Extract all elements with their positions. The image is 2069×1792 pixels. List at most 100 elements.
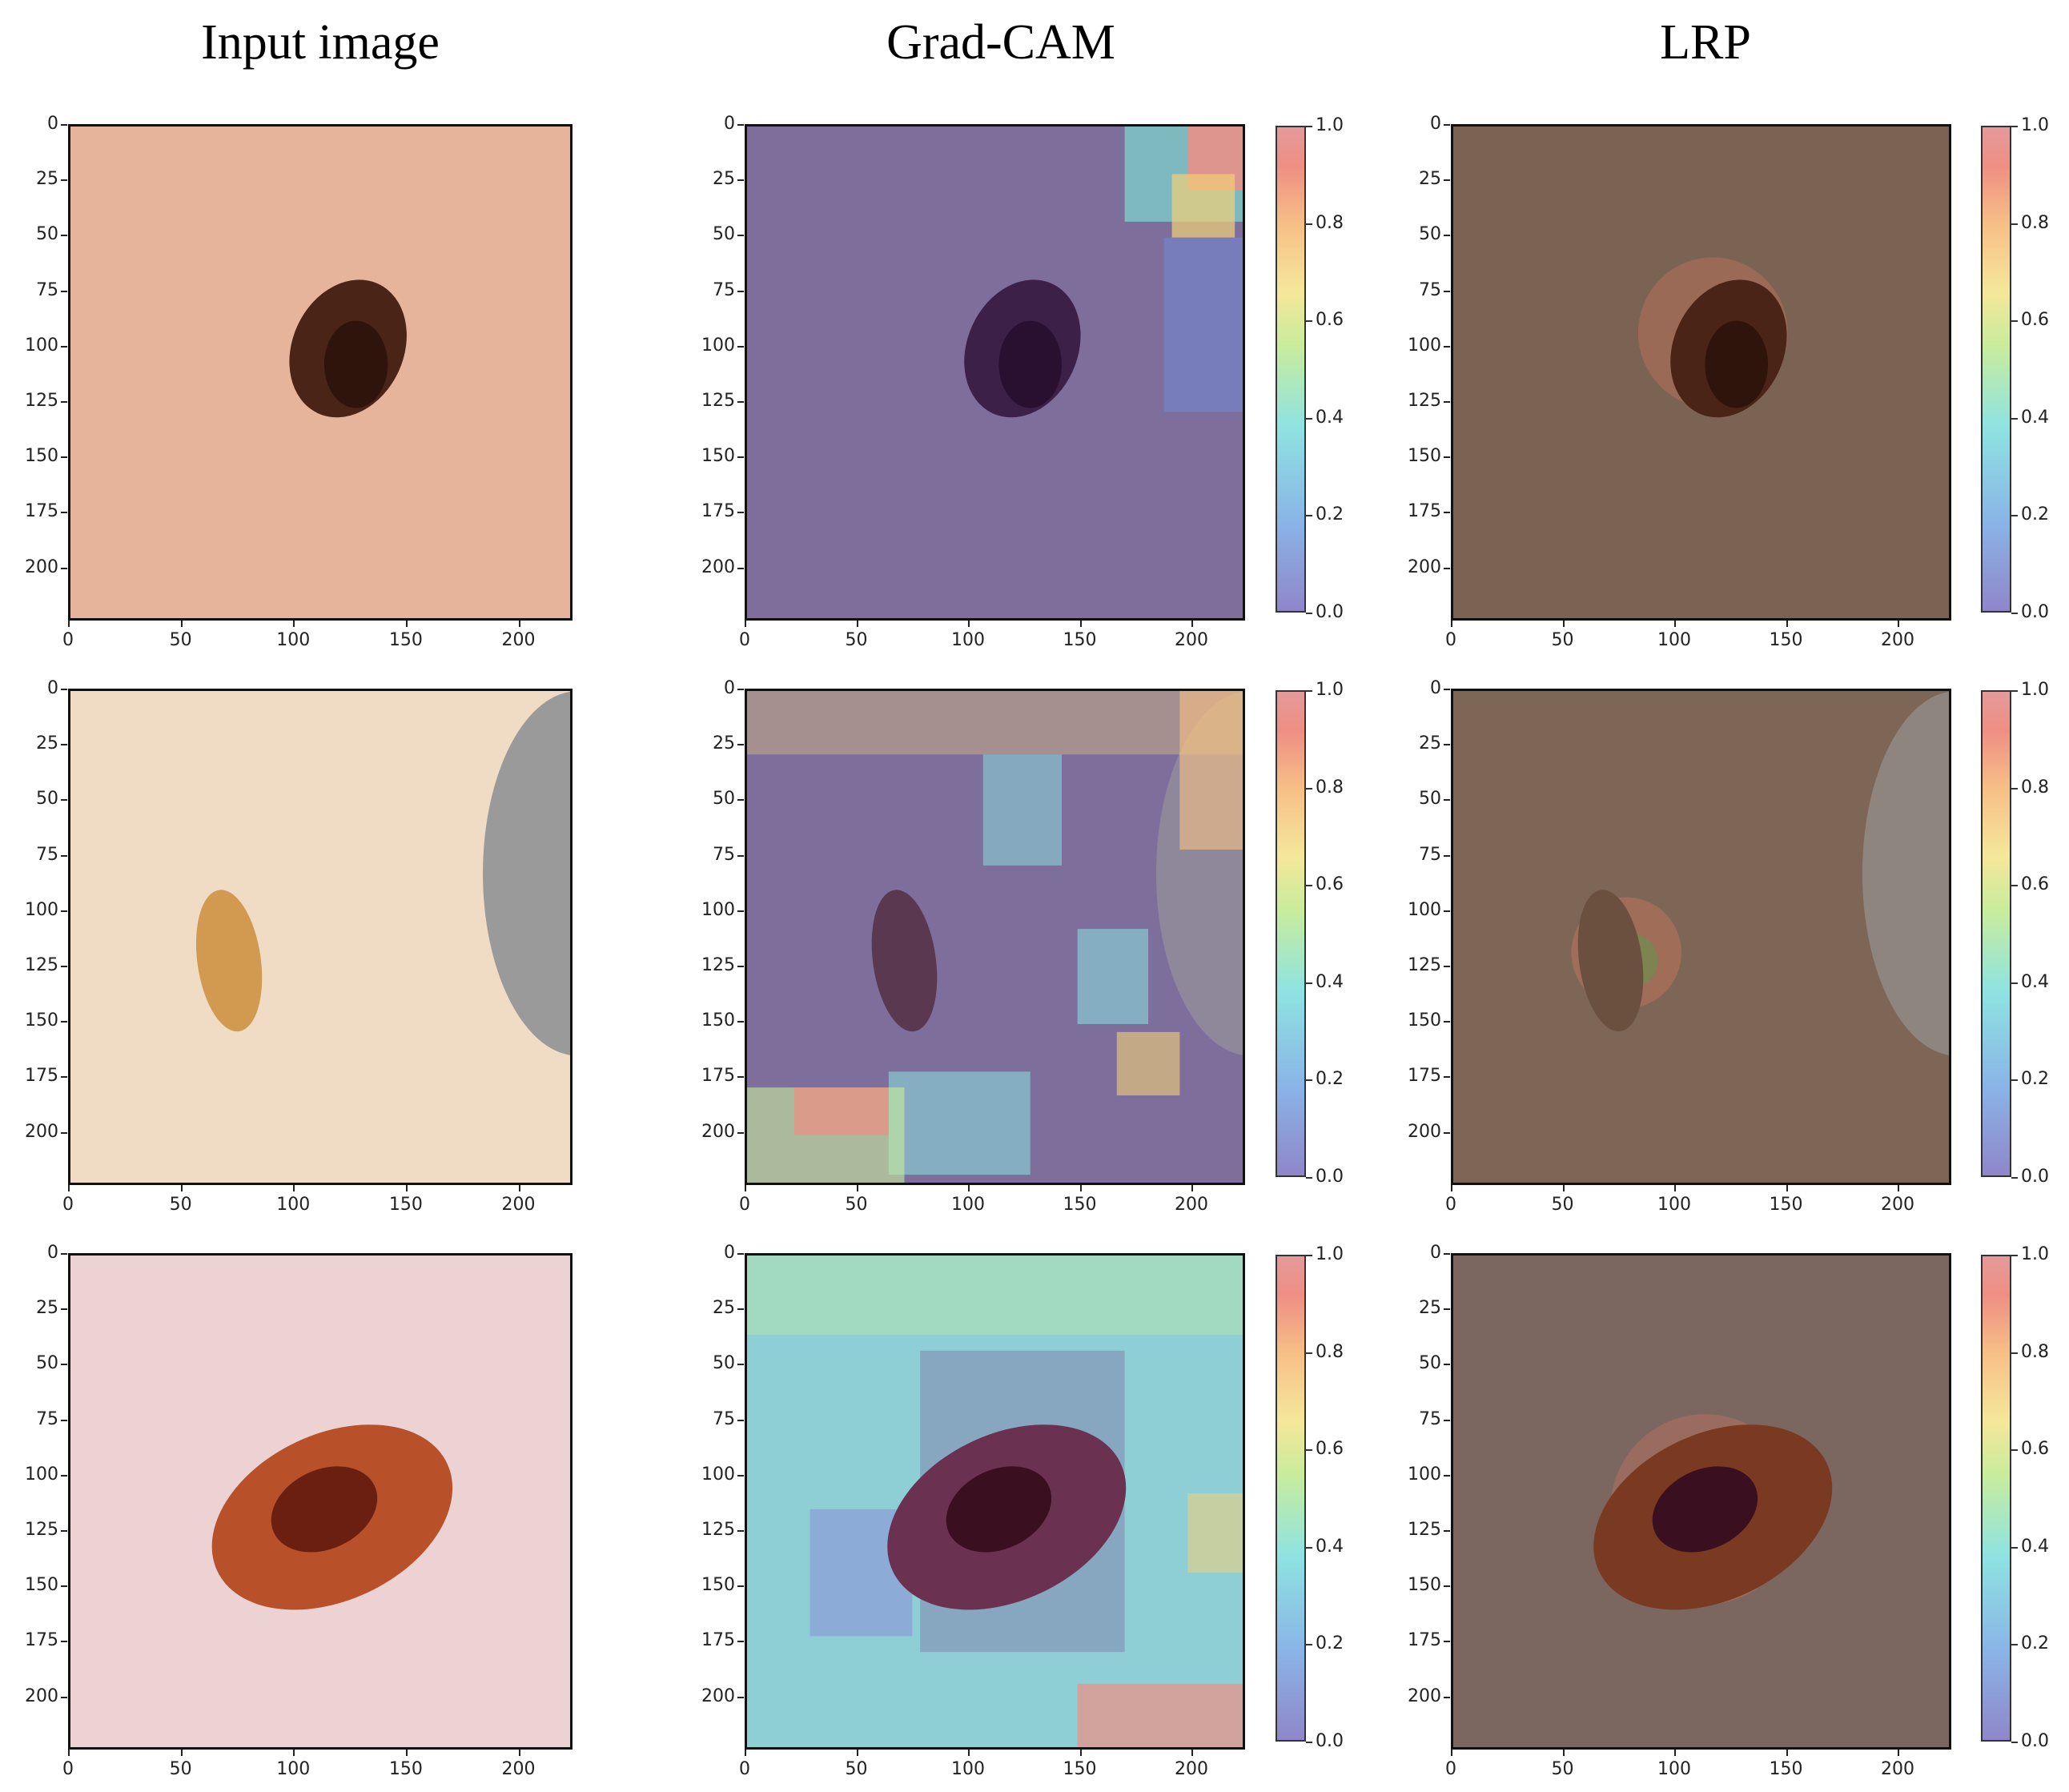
- y-tick-label: 50: [713, 789, 735, 810]
- y-tick-mark: [1444, 400, 1450, 403]
- x-tick-label: 50: [845, 1759, 868, 1779]
- x-tick-label: 0: [739, 1759, 750, 1779]
- image-panel-r3-c1: [68, 1253, 572, 1750]
- y-tick-mark: [61, 290, 67, 292]
- y-tick-mark: [1444, 799, 1450, 802]
- colorbar-tick-label: 0.2: [2021, 1633, 2049, 1654]
- y-tick-mark: [1444, 179, 1450, 182]
- x-tick-mark: [1451, 621, 1452, 627]
- x-tick-label: 150: [1063, 630, 1097, 650]
- colorbar-tick-mark: [2011, 1546, 2018, 1549]
- y-tick-label: 150: [25, 1575, 58, 1596]
- y-tick-mark: [1444, 1076, 1450, 1079]
- x-tick-label: 150: [1063, 1195, 1097, 1215]
- y-tick-label: 200: [701, 556, 735, 577]
- y-tick-mark: [61, 400, 67, 403]
- y-tick-label: 100: [701, 1464, 735, 1485]
- colorbar-tick-mark: [1306, 613, 1312, 614]
- colorbar-tick-mark: [2011, 1644, 2018, 1646]
- x-tick-mark: [1191, 1750, 1194, 1756]
- colorbar-tick-label: 1.0: [1316, 680, 1344, 700]
- colorbar-tick-mark: [1306, 1255, 1312, 1256]
- y-tick-mark: [61, 1474, 67, 1477]
- colorbar-tick-mark: [1306, 1177, 1312, 1179]
- x-tick-label: 200: [1881, 1195, 1915, 1215]
- colorbar-tick-label: 0.6: [1316, 874, 1344, 895]
- y-tick-label: 175: [701, 1066, 735, 1087]
- y-tick-label: 175: [701, 501, 735, 522]
- x-tick-label: 150: [1063, 1759, 1097, 1779]
- y-tick-mark: [61, 567, 67, 569]
- y-tick-label: 25: [713, 1298, 735, 1319]
- y-tick-label: 100: [25, 335, 58, 356]
- y-tick-mark: [737, 1021, 744, 1023]
- y-tick-mark: [737, 689, 744, 690]
- y-tick-label: 125: [701, 954, 735, 975]
- colorbar-tick-mark: [2011, 1177, 2018, 1179]
- colorbar-tick-label: 0.8: [1316, 777, 1344, 798]
- y-tick-label: 50: [1419, 224, 1441, 245]
- colorbar-tick-mark: [2011, 1079, 2018, 1082]
- x-tick-mark: [405, 1750, 408, 1756]
- y-tick-label: 50: [1419, 789, 1441, 810]
- colorbar-tick-mark: [1306, 1546, 1312, 1549]
- x-tick-mark: [518, 1750, 520, 1756]
- x-tick-mark: [1786, 1750, 1788, 1756]
- y-tick-label: 0: [47, 114, 58, 134]
- colorbar-tick-mark: [2011, 515, 2018, 517]
- y-tick-mark: [61, 965, 67, 967]
- x-tick-mark: [968, 1750, 970, 1756]
- y-tick-mark: [61, 1364, 67, 1366]
- x-tick-mark: [856, 1185, 858, 1191]
- y-tick-label: 50: [36, 1353, 58, 1374]
- y-tick-label: 0: [1430, 678, 1441, 698]
- x-tick-label: 200: [501, 1195, 536, 1215]
- y-tick-mark: [1444, 235, 1450, 237]
- x-tick-mark: [1898, 621, 1900, 627]
- x-tick-label: 150: [1769, 1195, 1803, 1215]
- colorbar-tick-label: 0.8: [1316, 1341, 1344, 1362]
- y-tick-mark: [61, 1641, 67, 1643]
- y-tick-label: 100: [1408, 335, 1441, 356]
- y-tick-mark: [1444, 1253, 1450, 1255]
- y-tick-label: 25: [36, 1298, 58, 1319]
- colorbar-tick-label: 0.0: [1316, 602, 1344, 622]
- y-tick-mark: [737, 1529, 744, 1532]
- y-tick-mark: [61, 1076, 67, 1079]
- x-tick-label: 150: [388, 1195, 423, 1215]
- image-panel-graphic: [747, 691, 1243, 1183]
- y-tick-label: 200: [1408, 1686, 1441, 1706]
- x-tick-label: 50: [1551, 1759, 1574, 1779]
- x-tick-mark: [968, 621, 970, 627]
- y-tick-label: 200: [25, 556, 58, 577]
- y-tick-mark: [61, 1253, 67, 1255]
- column-title-lrp: LRP: [1660, 15, 1751, 70]
- y-tick-mark: [737, 1474, 744, 1477]
- colorbar-tick-mark: [1306, 787, 1312, 790]
- y-tick-mark: [1444, 910, 1450, 912]
- x-tick-mark: [1674, 1750, 1677, 1756]
- y-tick-label: 150: [1408, 446, 1441, 467]
- y-tick-mark: [61, 1696, 67, 1698]
- y-tick-mark: [737, 400, 744, 403]
- y-tick-mark: [1444, 567, 1450, 569]
- y-tick-mark: [61, 1529, 67, 1532]
- x-tick-label: 100: [276, 630, 311, 650]
- x-tick-mark: [1674, 621, 1677, 627]
- y-tick-label: 100: [1408, 1464, 1441, 1485]
- column-title-gradcam: Grad-CAM: [886, 15, 1115, 70]
- image-panel-graphic: [1453, 691, 1949, 1183]
- y-tick-label: 100: [701, 899, 735, 920]
- x-tick-mark: [1451, 1750, 1452, 1756]
- y-tick-label: 0: [1430, 114, 1441, 134]
- y-tick-label: 175: [701, 1630, 735, 1651]
- y-tick-mark: [737, 290, 744, 292]
- colorbar: [1981, 126, 2011, 613]
- x-tick-label: 50: [845, 630, 868, 650]
- y-tick-label: 25: [1419, 169, 1441, 190]
- y-tick-label: 150: [25, 446, 58, 467]
- y-tick-mark: [1444, 456, 1450, 459]
- x-tick-label: 50: [1551, 630, 1574, 650]
- y-tick-mark: [1444, 512, 1450, 514]
- x-tick-label: 50: [169, 630, 192, 650]
